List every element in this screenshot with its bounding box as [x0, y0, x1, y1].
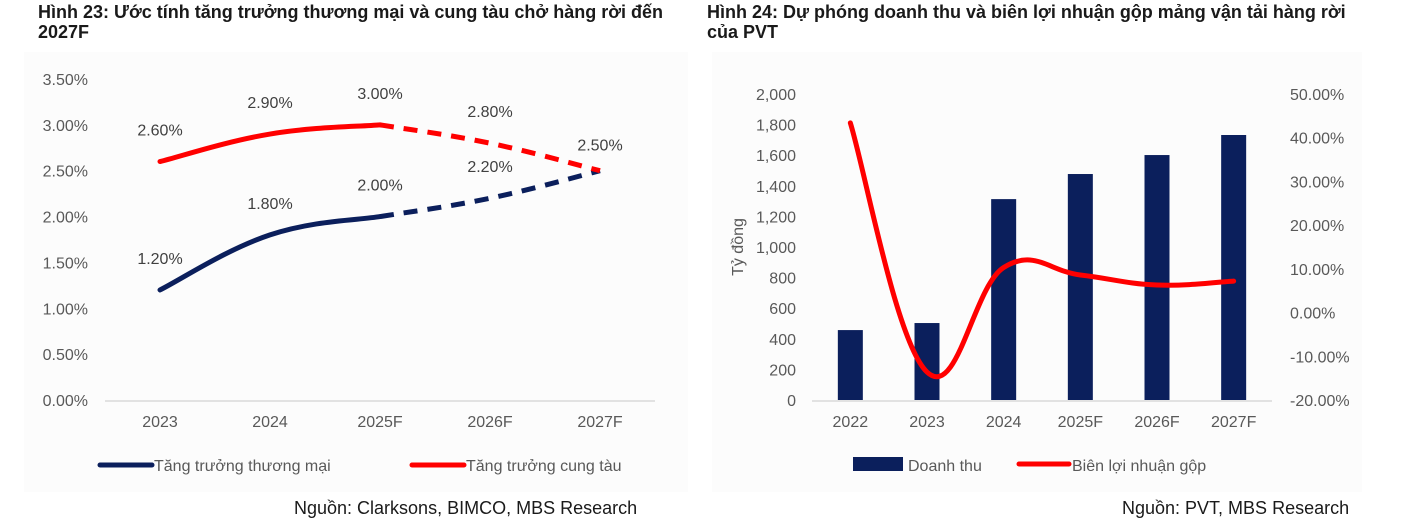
chart-panel-revenue-margin — [712, 52, 1362, 492]
figure-23-title: Hình 23: Ước tính tăng trưởng thương mại… — [38, 2, 664, 42]
figure-23-source: Nguồn: Clarksons, BIMCO, MBS Research — [294, 498, 638, 518]
figure-24-source: Nguồn: PVT, MBS Research — [1122, 498, 1350, 518]
figure-24-title: Hình 24: Dự phóng doanh thu và biên lợi … — [707, 2, 1346, 42]
chart-panel-trade-fleet — [24, 52, 688, 492]
